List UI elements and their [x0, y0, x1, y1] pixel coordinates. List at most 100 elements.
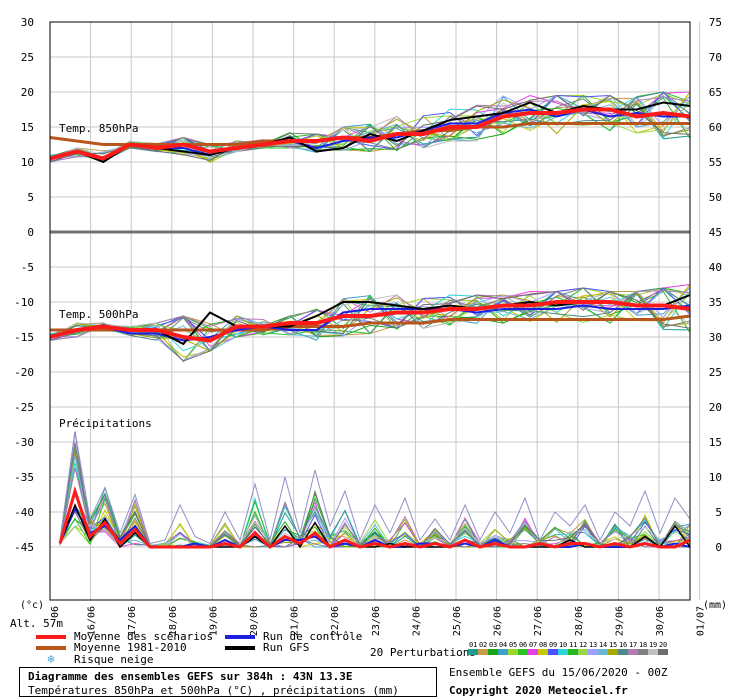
legend-mean-label: Moyenne des scénarios: [74, 630, 214, 643]
date-label: 30/06: [655, 606, 666, 636]
pert-swatch: [548, 649, 558, 655]
t500-member-16: [49, 287, 691, 352]
date-label: 26/06: [493, 606, 504, 636]
pert-number: 06: [518, 641, 528, 649]
chart-subtitle: Températures 850hPa et 500hPa (°C) , pré…: [28, 684, 399, 697]
pert-number: 18: [638, 641, 648, 649]
pert-swatch: [518, 649, 528, 655]
t500-control-line: [49, 304, 691, 342]
date-label: 24/06: [411, 606, 422, 636]
date-label: 25/06: [452, 606, 463, 636]
date-label: 28/06: [574, 606, 585, 636]
right-tick-label: 75: [709, 16, 722, 29]
t500-member-20: [49, 290, 691, 362]
right-tick-label: 25: [709, 366, 722, 379]
date-label: 19/06: [208, 606, 219, 636]
legend-control-swatch: [225, 634, 255, 639]
right-tick-label: 0: [715, 541, 722, 554]
pert-number: 20: [658, 641, 668, 649]
date-label: 17/06: [127, 606, 138, 636]
plot-frame: [49, 21, 691, 601]
pert-swatch: [528, 649, 538, 655]
left-tick-label: 0: [27, 226, 34, 239]
left-axis: 30 25 20 15 10 5 0 -5 -10 -15 -20 -25 -30 -35 -40 -45: [14, 16, 34, 554]
pert-number: 13: [588, 641, 598, 649]
pert-swatch: [648, 649, 658, 655]
legend-control: Run de contrôle: [225, 630, 362, 643]
legend-clim-label: Moyenne 1981-2010: [74, 641, 187, 654]
pert-swatch: [568, 649, 578, 655]
left-tick-label: -25: [14, 401, 34, 414]
pert-swatch: [608, 649, 618, 655]
date-label: 06: [50, 606, 61, 618]
t850-member-20: [49, 94, 691, 163]
pert-swatch: [618, 649, 628, 655]
left-tick-label: -15: [14, 331, 34, 344]
t500-mean-line: [49, 300, 691, 343]
date-label: 22/06: [330, 606, 341, 636]
right-tick-label: 70: [709, 51, 722, 64]
x-axis: 06 16/06 17/06 18/06 19/06 20/06 21/06 22/06 23/…: [50, 606, 707, 636]
left-tick-label: -20: [14, 366, 34, 379]
pert-swatch: [628, 649, 638, 655]
legend-gfs: Run GFS: [225, 641, 309, 654]
date-label: 23/06: [371, 606, 382, 636]
date-label: 16/06: [87, 606, 98, 636]
pert-number: 09: [548, 641, 558, 649]
pert-number: 10: [558, 641, 568, 649]
pert-swatch: [588, 649, 598, 655]
right-tick-label: 40: [709, 261, 722, 274]
panel-label-t850: Temp. 850hPa: [59, 122, 139, 135]
date-label: 21/06: [290, 606, 301, 636]
panel-label-t500: Temp. 500hPa: [59, 308, 139, 321]
pert-swatch: [498, 649, 508, 655]
left-tick-label: 20: [21, 86, 34, 99]
precip-mean-line: [58, 485, 691, 549]
altitude-label: Alt. 57m: [10, 617, 63, 630]
pert-number: 19: [648, 641, 658, 649]
legend-snow-label: Risque neige: [74, 652, 154, 666]
pert-swatch: [488, 649, 498, 655]
right-tick-label: 15: [709, 436, 722, 449]
left-tick-label: -30: [14, 436, 34, 449]
grid: [49, 21, 701, 600]
date-label: 18/06: [168, 606, 179, 636]
pert-swatch: [558, 649, 568, 655]
date-label: 27/06: [533, 606, 544, 636]
t850-mean-line: [49, 107, 691, 161]
right-tick-label: 5: [715, 506, 722, 519]
right-axis-unit: (mm): [703, 600, 728, 611]
date-label: 01/07: [696, 606, 707, 636]
left-tick-label: -35: [14, 471, 34, 484]
pert-number: 04: [498, 641, 508, 649]
legend-control-label: Run de contrôle: [263, 630, 363, 643]
right-tick-label: 30: [709, 331, 722, 344]
right-tick-label: 45: [709, 226, 722, 239]
title-box: Diagramme des ensembles GEFS sur 384h : …: [19, 667, 437, 697]
pert-number: 05: [508, 641, 518, 649]
legend-mean: Moyenne des scénarios: [36, 630, 213, 643]
t500-member-12: [49, 293, 691, 344]
pert-number: 01: [468, 641, 478, 649]
pert-number: 15: [608, 641, 618, 649]
left-tick-label: -45: [14, 541, 34, 554]
legend-clim-swatch: [36, 645, 66, 650]
perturbations-label: 20 Perturbations: [370, 646, 476, 659]
pert-number: 16: [618, 641, 628, 649]
left-tick-label: 30: [21, 16, 34, 29]
pert-swatch: [658, 649, 668, 655]
date-label: 20/06: [249, 606, 260, 636]
pert-number: 11: [568, 641, 578, 649]
pert-swatch: [468, 649, 478, 655]
snowflake-icon: ❄: [47, 652, 55, 666]
right-tick-label: 50: [709, 191, 722, 204]
right-tick-label: 10: [709, 471, 722, 484]
chart-title: Diagramme des ensembles GEFS sur 384h : …: [28, 670, 353, 683]
ensemble-info: Ensemble GEFS du 15/06/2020 - 00Z: [449, 666, 668, 679]
legend-gfs-swatch: [225, 645, 255, 650]
pert-swatch: [598, 649, 608, 655]
legend-snow: ❄ Risque neige: [36, 652, 153, 666]
pert-number: 07: [528, 641, 538, 649]
right-tick-label: 20: [709, 401, 722, 414]
